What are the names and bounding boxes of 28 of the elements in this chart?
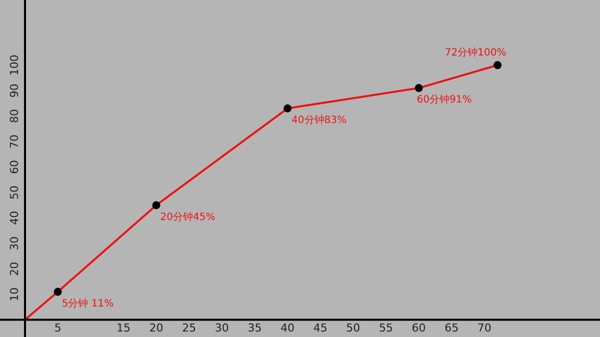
y-tick-label: 90	[8, 84, 21, 98]
y-tick-label: 10	[8, 287, 21, 302]
x-tick-label: 50	[346, 321, 360, 334]
x-tick-label: 40	[280, 321, 295, 334]
y-tick-label: 70	[8, 134, 21, 149]
x-tick-label: 65	[444, 321, 459, 334]
annotation: 72分钟100%	[444, 46, 506, 59]
x-tick-label: 25	[182, 321, 196, 334]
x-tick-label: 70	[477, 321, 492, 334]
x-tick-label: 15	[116, 321, 130, 334]
x-tick-label: 30	[214, 321, 229, 334]
annotation: 40分钟83%	[292, 114, 346, 126]
y-tick-label: 60	[8, 160, 21, 174]
y-tick-label: 50	[8, 185, 21, 200]
annotation: 20分钟45%	[160, 210, 216, 223]
x-tick-label: 20	[149, 321, 164, 334]
annotation: 60分钟91%	[416, 94, 472, 106]
y-tick-label: 80	[8, 109, 21, 124]
annotation: 5分钟 11%	[62, 297, 114, 310]
y-tick-label: 20	[8, 262, 21, 276]
x-tick-label: 55	[378, 321, 393, 334]
x-tick-label: 45	[313, 321, 328, 334]
x-tick-label: 5	[54, 321, 62, 334]
y-tick-label: 40	[8, 210, 21, 225]
y-tick-label: 100	[8, 54, 21, 76]
x-tick-label: 35	[248, 321, 262, 334]
x-tick-label: 60	[412, 321, 426, 334]
y-tick-label: 30	[8, 236, 21, 250]
